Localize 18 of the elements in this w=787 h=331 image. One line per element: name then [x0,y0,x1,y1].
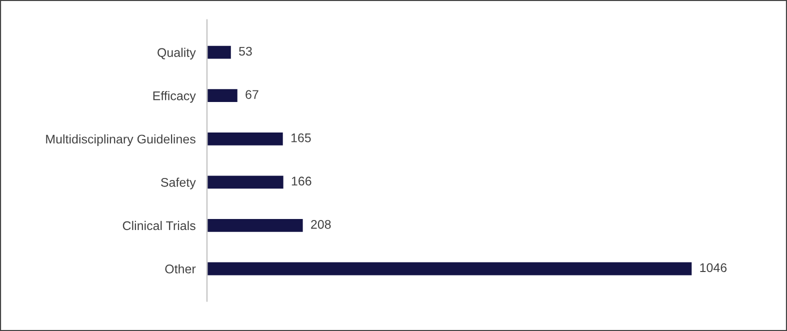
bar [206,218,304,234]
bar [206,174,285,190]
data-label: 166 [292,176,312,186]
data-label: 165 [291,133,311,142]
bar [206,260,694,277]
y-tick-label: Clinical Trials [122,220,196,230]
data-label: 208 [311,220,331,229]
bar [206,131,284,147]
y-tick-label: Multidisciplinary Guidelines [46,134,196,146]
y-tick-label: Safety [161,178,196,190]
data-label: 67 [246,90,258,99]
bar [206,44,232,60]
data-label: 1046 [700,263,727,272]
y-tick-label: Other [165,264,196,274]
y-tick-label: Quality [158,48,196,60]
data-label: 53 [239,46,252,56]
bar [206,88,239,104]
y-tick-label: Efficacy [153,91,196,103]
